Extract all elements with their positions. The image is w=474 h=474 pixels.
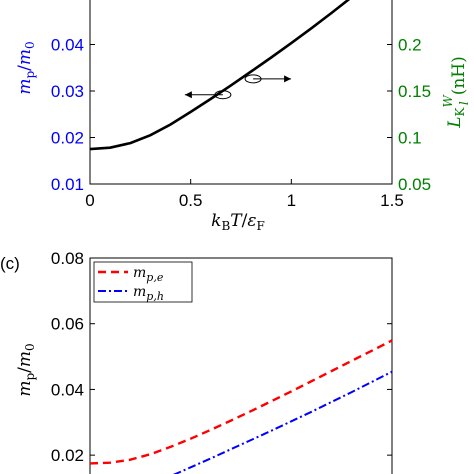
c-y-label: mp/m0 xyxy=(15,343,37,396)
c-legend-box xyxy=(93,261,193,303)
top-annotations xyxy=(184,74,292,100)
top-x-tick-label: 1.5 xyxy=(380,191,404,210)
c-y-tick-label: 0.06 xyxy=(51,315,84,334)
top-y-tick-label: 0.01 xyxy=(51,175,84,194)
top-x-label-sub-b: B xyxy=(221,219,230,233)
top-y2-tick-label: 0.15 xyxy=(398,82,431,101)
c-y-tick-label: 0.02 xyxy=(51,446,84,465)
top-y2-tick-label: 0.2 xyxy=(398,36,422,55)
c-y-label-sub-0: 0 xyxy=(23,343,37,351)
top-x-tick-label: 0 xyxy=(85,191,94,210)
c-legend: mp,e mp,h xyxy=(93,261,193,303)
c-series-mpe-line xyxy=(89,339,393,465)
top-y2-tick-label: 0.1 xyxy=(398,129,422,148)
panel-c: (c) 0.02 0.04 0.06 0.08 mp/m0 mp,e mp,h xyxy=(0,249,393,474)
top-y-label: mp/m0 xyxy=(15,41,37,94)
top-x-label: kBT/εF xyxy=(211,211,265,233)
top-x-tick-label: 0.5 xyxy=(179,191,203,210)
c-legend-mpe-sub: p,e xyxy=(146,271,164,284)
top-right-y-label-unit: (nH) xyxy=(449,56,469,95)
c-y-label-sub-p: p xyxy=(23,373,37,381)
top-x-label-slash: / xyxy=(242,211,248,231)
c-legend-mph-sub: p,h xyxy=(146,290,164,303)
top-right-y-label: LKW l(nH) xyxy=(441,56,471,129)
top-y-tick-label: 0.02 xyxy=(51,129,84,148)
top-series-line xyxy=(89,0,351,151)
top-y-tick-label: 0.04 xyxy=(51,36,84,55)
top-y-tick-label: 0.03 xyxy=(51,82,84,101)
top-ticks: 0 0.5 1 1.5 0.01 0.02 0.03 0.04 0.05 0.1 0.15 0.2 xyxy=(51,36,431,211)
c-plot-frame xyxy=(89,257,393,474)
c-y-tick-label: 0.04 xyxy=(51,380,84,399)
top-right-y-label-sub: K xyxy=(453,106,467,116)
top-x-label-t: T xyxy=(230,211,243,231)
top-y-label-sub-0: 0 xyxy=(23,41,37,49)
c-series-mph-line xyxy=(173,370,393,474)
top-y2-tick-label: 0.05 xyxy=(398,175,431,194)
top-x-tick-label: 1 xyxy=(287,191,296,210)
top-plot-frame xyxy=(89,0,393,185)
panel-c-label: (c) xyxy=(0,254,20,273)
top-panel: 0 0.5 1 1.5 0.01 0.02 0.03 0.04 0.05 0.1 0.15 0.2 m… xyxy=(15,0,471,233)
axis-marker-arrowhead xyxy=(284,75,292,83)
c-y-label-slash: / xyxy=(15,367,35,373)
top-y-label-sub-p: p xyxy=(23,71,37,79)
c-y-tick-label: 0.08 xyxy=(51,249,84,268)
c-ticks: 0.02 0.04 0.06 0.08 xyxy=(51,249,392,465)
top-right-y-label-num: W xyxy=(441,93,455,107)
top-right-y-label-den: l xyxy=(457,101,471,105)
axis-marker-arrowhead xyxy=(184,91,192,99)
top-x-label-sub-f: F xyxy=(257,219,265,233)
top-y-label-slash: / xyxy=(15,65,35,71)
